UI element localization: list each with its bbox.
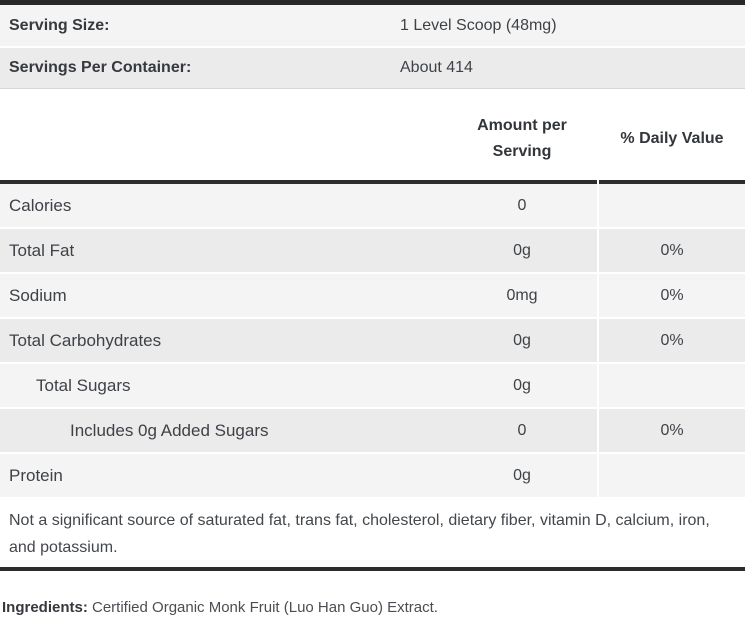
amount-cell: 0g: [513, 376, 531, 394]
daily-value-cell: 0%: [599, 409, 745, 452]
daily-value-cell: [599, 184, 745, 227]
nutrient-row-added-sugars: Includes 0g Added Sugars 0 0%: [0, 409, 745, 452]
rule-segment-main: [0, 180, 597, 184]
nutrient-row-calories: Calories 0: [0, 184, 745, 227]
amount-cell: 0g: [513, 466, 531, 484]
nutrient-name: Total Fat: [9, 240, 75, 260]
ingredients-label: Ingredients:: [2, 599, 88, 616]
not-significant-source-note: Not a significant source of saturated fa…: [9, 512, 710, 556]
nutrient-name: Total Carbohydrates: [9, 330, 162, 350]
rule-segment-dv: [599, 180, 745, 184]
amount-per-serving-header: Amount per Serving: [447, 113, 597, 165]
serving-size-label: Serving Size:: [9, 16, 110, 34]
servings-per-container-value: About 414: [400, 59, 473, 76]
amount-cell: 0: [517, 196, 527, 214]
rule-segment-gap: [597, 180, 599, 184]
top-thick-rule: [0, 0, 745, 5]
amount-header-line1: Amount per: [477, 117, 567, 134]
nutrient-name: Protein: [9, 465, 63, 485]
nutrient-name: Sodium: [9, 285, 67, 305]
daily-value-cell: [599, 364, 745, 407]
amount-cell: 0g: [513, 241, 531, 259]
nutrition-facts-panel: Serving Size: 1 Level Scoop (48mg) Servi…: [0, 0, 745, 616]
daily-value-cell: [599, 454, 745, 497]
bottom-thick-rule: [0, 567, 745, 571]
nutrient-row-total-fat: Total Fat 0g 0%: [0, 229, 745, 272]
nutrient-row-total-carbohydrates: Total Carbohydrates 0g 0%: [0, 319, 745, 362]
servings-per-container-label: Servings Per Container:: [9, 59, 192, 76]
serving-size-value: 1 Level Scoop (48mg): [400, 16, 557, 34]
nutrient-row-sodium: Sodium 0mg 0%: [0, 274, 745, 317]
header-thick-rule: [0, 180, 745, 184]
nutrient-name: Includes 0g Added Sugars: [70, 420, 269, 440]
amount-cell: 0mg: [506, 286, 538, 304]
amount-header-line2: Serving: [492, 143, 552, 160]
amount-cell: 0: [517, 421, 527, 439]
nutrient-name: Calories: [9, 195, 72, 215]
servings-per-container-row: Servings Per Container: About 414: [0, 48, 745, 89]
daily-value-header: % Daily Value: [620, 130, 724, 147]
serving-size-row: Serving Size: 1 Level Scoop (48mg): [0, 5, 745, 46]
daily-value-cell: 0%: [599, 319, 745, 362]
daily-value-cell: 0%: [599, 229, 745, 272]
daily-value-cell: 0%: [599, 274, 745, 317]
nutrient-row-total-sugars: Total Sugars 0g: [0, 364, 745, 407]
column-header-row: Amount per Serving % Daily Value: [0, 89, 745, 180]
amount-cell: 0g: [513, 331, 531, 349]
nutrient-row-protein: Protein 0g: [0, 454, 745, 497]
ingredients-line: Ingredients: Certified Organic Monk Frui…: [0, 599, 745, 616]
nutrient-name: Total Sugars: [36, 375, 131, 395]
ingredients-text: Certified Organic Monk Fruit (Luo Han Gu…: [87, 599, 438, 616]
